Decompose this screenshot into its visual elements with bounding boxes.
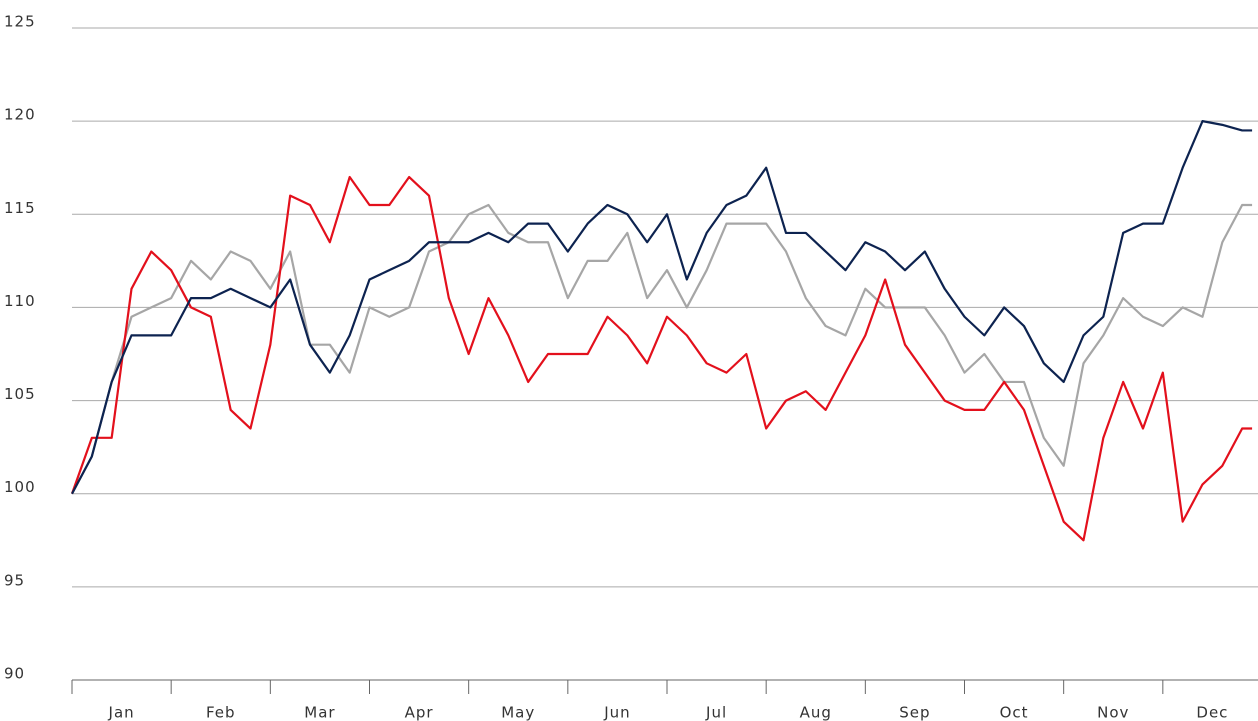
x-tick-label: Apr	[405, 704, 434, 721]
y-tick-label: 95	[4, 571, 25, 589]
y-tick-label: 110	[4, 292, 36, 310]
x-tick-label: Jul	[705, 704, 727, 721]
x-tick-label: Jan	[108, 704, 135, 721]
x-tick-label: Jun	[603, 704, 630, 721]
x-tick-label: Dec	[1196, 704, 1228, 721]
y-tick-label: 120	[4, 106, 36, 124]
x-tick-label: Feb	[206, 704, 236, 721]
x-tick-label: Aug	[800, 704, 832, 721]
x-tick-label: Nov	[1097, 704, 1129, 721]
x-tick-label: Mar	[304, 704, 335, 721]
series-line	[71, 203, 1253, 495]
series-line	[71, 120, 1253, 495]
x-tick-label: Sep	[899, 704, 930, 721]
x-tick-label: Oct	[1000, 704, 1029, 721]
y-tick-label: 100	[4, 478, 36, 496]
y-tick-label: 90	[4, 665, 25, 683]
series-line	[70, 175, 1253, 542]
y-tick-label: 105	[4, 385, 36, 403]
y-tick-label: 115	[4, 199, 36, 217]
y-tick-label: 125	[4, 13, 36, 31]
x-tick-label: May	[501, 704, 535, 721]
